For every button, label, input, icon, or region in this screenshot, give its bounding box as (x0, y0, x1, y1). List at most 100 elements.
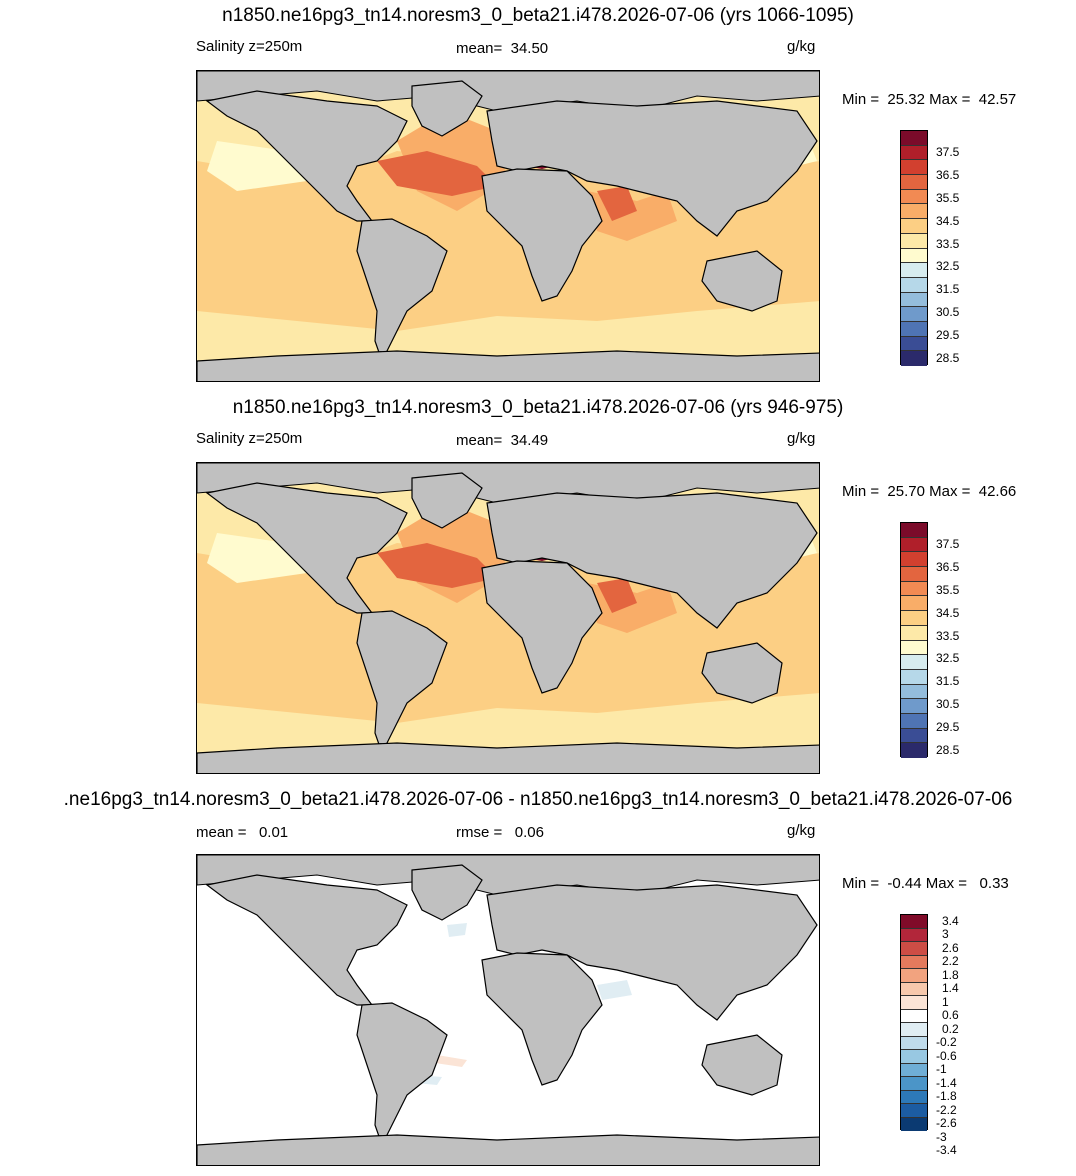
colorbar-segment (901, 743, 927, 758)
salinity-field-max (377, 543, 637, 613)
colorbar-segment (901, 684, 927, 700)
units-label: g/kg (787, 430, 816, 447)
colorbar-segment (901, 160, 927, 176)
colorbar-tick-label: 1.8 (942, 967, 959, 982)
minmax-label: Min = -0.44 Max = 0.33 (842, 875, 1009, 892)
colorbar-segment (901, 1050, 927, 1064)
colorbar-tick-label: 37.5 (936, 537, 960, 552)
units-label: g/kg (787, 38, 816, 55)
colorbar-tick-label: 30.5 (936, 697, 960, 712)
colorbar-tick-label: -2.2 (936, 1102, 957, 1117)
colorbar-segment (901, 699, 927, 714)
colorbar-segment (901, 189, 927, 205)
colorbar-segment (901, 942, 927, 956)
colorbar-segment (901, 1023, 927, 1037)
colorbar-segment (901, 523, 927, 538)
rmse-label: rmse = 0.06 (456, 824, 544, 841)
variable-label: Salinity z=250m (196, 430, 303, 447)
colorbar-tick-label: 2.2 (942, 954, 959, 969)
salinity-field-max (377, 151, 637, 221)
north-america-land (205, 90, 408, 222)
salinity-field-low (207, 111, 817, 191)
greenland-land (411, 472, 483, 529)
colorbar-tick-label: 36.5 (936, 167, 960, 182)
south-america-land (356, 1002, 448, 1147)
colorbar-tick-label: 33.5 (936, 628, 960, 643)
colorbar-tick-label: 35.5 (936, 582, 960, 597)
colorbar-segment (901, 131, 927, 146)
antarctica-land (197, 1134, 819, 1165)
colorbar-segment (901, 233, 927, 249)
colorbar-tick-label: 28.5 (936, 742, 960, 757)
greenland-land (411, 864, 483, 921)
colorbar-segment (901, 581, 927, 597)
difference-map (196, 854, 820, 1166)
colorbar-tick-label: -1 (936, 1062, 947, 1077)
africa-land (481, 952, 603, 1086)
colorbar-tick-label: 1 (942, 994, 949, 1009)
colorbar-segment (901, 625, 927, 641)
colorbar-tick-label: 35.5 (936, 190, 960, 205)
colorbar-segment (901, 567, 927, 582)
south-america-land (356, 218, 448, 363)
colorbar-segment (901, 1063, 927, 1077)
colorbar-segment (901, 1090, 927, 1104)
colorbar-segment (901, 336, 927, 352)
australia-land (701, 250, 783, 312)
colorbar-segment (901, 204, 927, 220)
colorbar-segment (901, 640, 927, 656)
colorbar-segment (901, 669, 927, 685)
colorbar-tick-label: 32.5 (936, 651, 960, 666)
australia-land (701, 1034, 783, 1096)
colorbar-segment (901, 219, 927, 234)
colorbar-tick-label: -3 (936, 1129, 947, 1144)
salinity-field-low (207, 503, 817, 583)
colorbar-segment (901, 596, 927, 612)
colorbar-segment (901, 928, 927, 942)
colorbar-segment (901, 1036, 927, 1050)
colorbar-tick-label: 3 (942, 927, 949, 942)
colorbar (900, 914, 928, 1131)
colorbar-tick-label: -0.2 (936, 1035, 957, 1050)
colorbar-tick-label: -2.6 (936, 1116, 957, 1131)
colorbar-segment (901, 969, 927, 983)
colorbar-segment (901, 1009, 927, 1023)
minmax-label: Min = 25.70 Max = 42.66 (842, 483, 1017, 500)
colorbar-segment (901, 145, 927, 161)
panel-1: n1850.ne16pg3_tn14.noresm3_0_beta21.i478… (0, 0, 1076, 392)
colorbar-segment (901, 1117, 927, 1131)
colorbar-tick-label: -3.4 (936, 1143, 957, 1158)
colorbar-tick-label: 0.2 (942, 1021, 959, 1036)
colorbar-segment (901, 175, 927, 190)
mean-label: mean= 34.50 (456, 40, 549, 57)
colorbar-tick-label: 31.5 (936, 282, 960, 297)
panel-3: .ne16pg3_tn14.noresm3_0_beta21.i478.2026… (0, 784, 1076, 1176)
panel-title: n1850.ne16pg3_tn14.noresm3_0_beta21.i478… (222, 5, 854, 26)
antarctica-land (197, 742, 819, 773)
colorbar-segment (901, 955, 927, 969)
australia-land (701, 642, 783, 704)
colorbar-tick-label: 28.5 (936, 350, 960, 365)
colorbar-tick-label: 31.5 (936, 674, 960, 689)
units-label: g/kg (787, 822, 816, 839)
colorbar-segment (901, 996, 927, 1010)
colorbar-tick-label: -1.8 (936, 1089, 957, 1104)
colorbar (900, 522, 928, 758)
colorbar-tick-label: 3.4 (942, 913, 959, 928)
colorbar-segment (901, 655, 927, 670)
colorbar-segment (901, 728, 927, 744)
north-america-land (205, 874, 408, 1006)
salinity-map (196, 462, 820, 774)
colorbar-tick-label: 1.4 (942, 981, 959, 996)
colorbar-tick-label: 2.6 (942, 940, 959, 955)
colorbar-tick-label: 29.5 (936, 719, 960, 734)
africa-land (481, 560, 603, 694)
colorbar-tick-label: 32.5 (936, 259, 960, 274)
africa-land (481, 168, 603, 302)
colorbar-segment (901, 351, 927, 366)
panel-title: .ne16pg3_tn14.noresm3_0_beta21.i478.2026… (63, 789, 1013, 810)
colorbar-segment (901, 611, 927, 626)
colorbar-tick-label: 37.5 (936, 145, 960, 160)
colorbar-tick-label: 34.5 (936, 213, 960, 228)
colorbar-segment (901, 552, 927, 568)
